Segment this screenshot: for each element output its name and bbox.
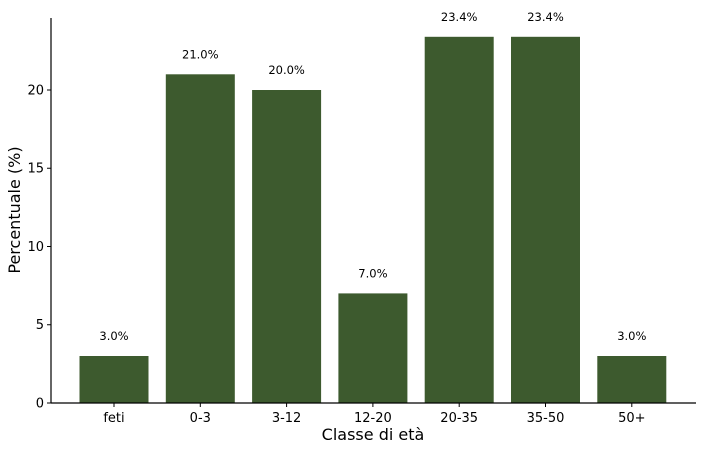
x-tick-label: 20-35	[440, 411, 478, 426]
y-tick-label: 5	[36, 318, 44, 333]
y-tick-label: 0	[36, 397, 44, 412]
bar-35-50	[511, 36, 580, 404]
data-labels-layer: 3.0% 21.0% 20.0% 7.0% 23.4% 23.4% 3.0%	[99, 10, 646, 343]
data-label-feti: 3.0%	[99, 329, 128, 343]
axes-layer	[50, 18, 696, 404]
bar-feti	[79, 356, 149, 403]
x-ticks-layer: feti 0-3 3-12 12-20 20-35 35-50 50+	[103, 403, 646, 426]
data-label-0-3: 21.0%	[182, 47, 219, 61]
data-label-20-35: 23.4%	[441, 10, 478, 24]
data-label-12-20: 7.0%	[358, 266, 387, 280]
bars-layer	[79, 36, 667, 404]
x-tick-label: 35-50	[527, 411, 565, 426]
x-tick-label: 3-12	[272, 411, 302, 426]
y-tick-label: 10	[27, 240, 44, 255]
x-axis-title: Classe di età	[322, 425, 425, 444]
y-tick-label: 15	[27, 162, 44, 177]
y-tick-label: 20	[27, 84, 44, 99]
data-label-50+: 3.0%	[617, 329, 646, 343]
bar-3-12	[252, 90, 322, 403]
x-tick-label: feti	[103, 411, 124, 426]
bar-0-3	[165, 74, 235, 404]
bar-20-35	[424, 36, 494, 404]
bar-12-20	[338, 293, 408, 403]
x-tick-label: 0-3	[190, 411, 211, 426]
y-ticks-layer: 0 5 10 15 20	[27, 84, 51, 412]
bar-50+	[597, 356, 667, 403]
x-tick-label: 12-20	[354, 411, 392, 426]
y-axis-title: Percentuale (%)	[5, 146, 24, 273]
data-label-35-50: 23.4%	[527, 10, 564, 24]
data-label-3-12: 20.0%	[268, 63, 305, 77]
x-tick-label: 50+	[618, 411, 645, 426]
